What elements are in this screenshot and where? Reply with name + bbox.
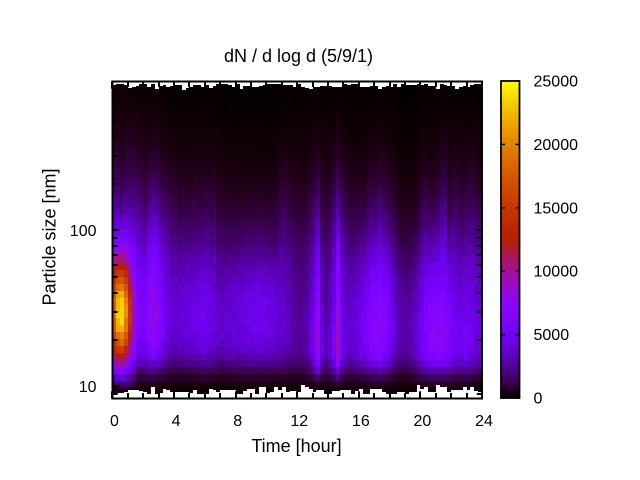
svg-text:100: 100 xyxy=(70,223,97,240)
svg-text:10: 10 xyxy=(79,379,97,396)
svg-text:4: 4 xyxy=(172,413,181,430)
svg-text:Time [hour]: Time [hour] xyxy=(251,436,341,456)
svg-text:15000: 15000 xyxy=(534,200,579,217)
svg-text:8: 8 xyxy=(233,413,242,430)
svg-text:Particle size [nm]: Particle size [nm] xyxy=(40,168,60,305)
svg-text:24: 24 xyxy=(475,413,493,430)
svg-text:0: 0 xyxy=(110,413,119,430)
svg-text:25000: 25000 xyxy=(534,74,579,91)
svg-text:0: 0 xyxy=(534,391,543,408)
svg-text:dN / d log d (5/9/1): dN / d log d (5/9/1) xyxy=(224,46,373,66)
svg-text:20: 20 xyxy=(414,413,432,430)
svg-text:5000: 5000 xyxy=(534,327,570,344)
svg-text:16: 16 xyxy=(352,413,370,430)
svg-text:12: 12 xyxy=(290,413,308,430)
svg-text:20000: 20000 xyxy=(534,137,579,154)
svg-text:10000: 10000 xyxy=(534,264,579,281)
